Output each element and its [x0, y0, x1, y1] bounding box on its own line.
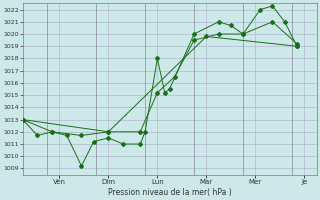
X-axis label: Pression niveau de la mer( hPa ): Pression niveau de la mer( hPa ): [108, 188, 231, 197]
